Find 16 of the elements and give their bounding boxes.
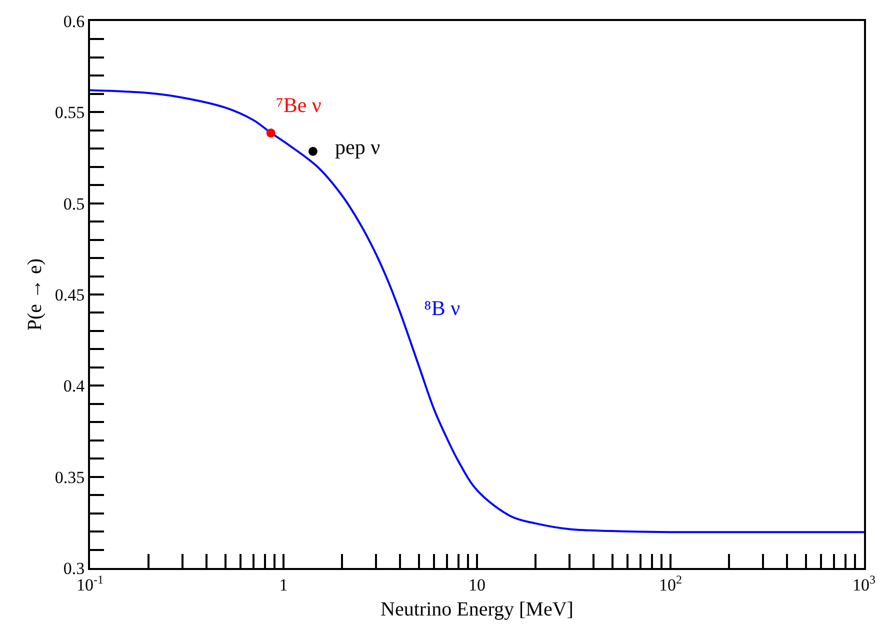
x-tick-label: 10 <box>468 575 486 594</box>
y-tick-label: 0.6 <box>63 12 85 31</box>
y-tick-label: 0.4 <box>63 376 86 396</box>
y-tick-label: 0.35 <box>54 468 85 487</box>
y-tick-label: 0.55 <box>54 103 85 122</box>
y-tick-label: 0.3 <box>63 558 85 578</box>
y-axis-title: P(e → e) <box>24 258 46 331</box>
x-axis-title: Neutrino Energy [MeV] <box>380 598 574 620</box>
series-label: ⁸B ν <box>424 296 460 320</box>
y-tick-label: 0.45 <box>54 285 85 304</box>
series-label: pep ν <box>335 135 380 159</box>
y-tick-label: 0.5 <box>63 194 85 214</box>
x-tick-label: 1 <box>279 575 288 594</box>
series-label: ⁷Be ν <box>276 93 322 117</box>
x-tick-label: 10$^{3}$ <box>852 572 876 594</box>
x-tick-label: 10$^{2}$ <box>659 572 682 594</box>
